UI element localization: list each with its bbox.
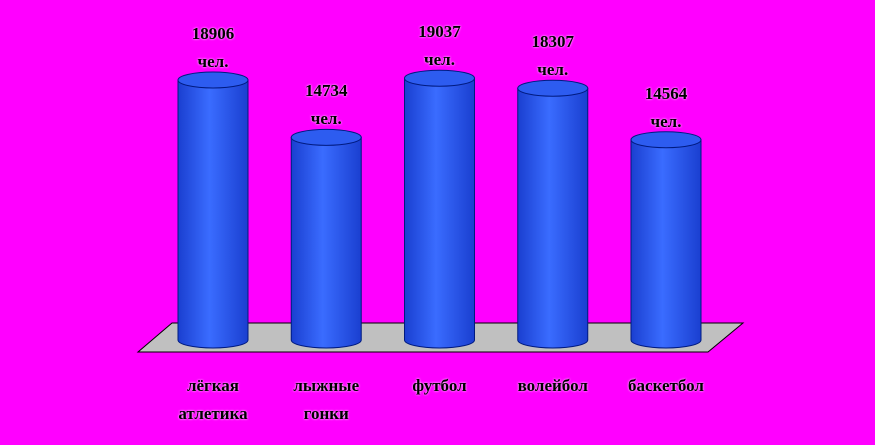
bar-top [517, 79, 589, 97]
bar-top [404, 69, 475, 87]
x-tick-label: футбол [412, 376, 467, 395]
value-label: 18906 чел. [191, 24, 235, 71]
value-label: 14734 чел. [305, 81, 348, 129]
bar-top [630, 131, 702, 149]
x-tick-label: лыжные гонки [293, 376, 360, 423]
bar [290, 136, 362, 349]
bar-top [177, 71, 249, 89]
bar [177, 79, 249, 349]
bar [404, 77, 475, 349]
x-tick-label: баскетбол [628, 376, 704, 395]
value-label: 19037 чел. [418, 22, 461, 70]
x-tick-label: лёгкая атлетика [178, 376, 248, 423]
bar-top [290, 128, 362, 146]
value-label: 18307 чел. [531, 32, 575, 80]
x-tick-label: волейбол [517, 376, 588, 395]
bar [517, 87, 589, 349]
value-label: 14564 чел. [644, 83, 688, 131]
bar [630, 139, 702, 349]
